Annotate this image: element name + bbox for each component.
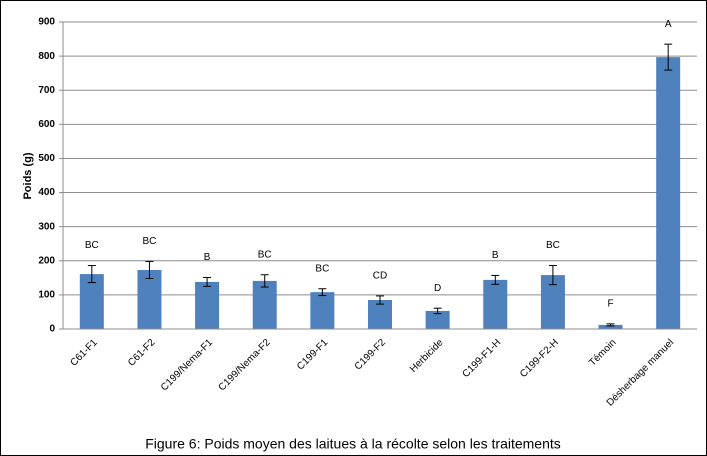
significance-letter: A <box>665 19 672 30</box>
bar <box>195 281 220 329</box>
y-tick-label: 700 <box>38 85 55 96</box>
significance-letter: D <box>434 283 441 294</box>
significance-letter: B <box>204 252 211 263</box>
significance-letter: BC <box>258 249 272 260</box>
y-tick-label: 100 <box>38 290 55 301</box>
bar <box>598 324 623 329</box>
error-bar <box>376 295 384 305</box>
error-bar <box>318 288 327 297</box>
bar <box>656 57 681 329</box>
y-tick-label: 0 <box>49 324 55 335</box>
bar <box>79 274 104 329</box>
bar <box>310 292 335 329</box>
y-tick-label: 900 <box>38 17 55 28</box>
bar <box>483 279 508 329</box>
y-tick-label: 200 <box>38 255 55 266</box>
y-axis-label: Poids (g) <box>22 152 34 199</box>
y-tick-label: 600 <box>38 119 55 130</box>
error-bar <box>203 276 212 287</box>
error-bar <box>606 323 615 327</box>
bar <box>425 310 450 329</box>
significance-letter: BC <box>85 240 99 251</box>
y-tick-label: 300 <box>38 221 55 232</box>
error-bar <box>433 307 442 315</box>
error-bar <box>491 274 500 285</box>
bar <box>368 300 392 329</box>
significance-letter: B <box>492 250 499 261</box>
significance-letter: F <box>607 299 613 310</box>
significance-letter: BC <box>546 240 560 251</box>
error-bar <box>260 274 269 288</box>
error-bar <box>87 265 96 284</box>
error-bar <box>145 260 154 280</box>
bar <box>137 269 162 329</box>
significance-letter: CD <box>373 271 387 282</box>
y-tick-label: 400 <box>38 187 55 198</box>
bar <box>252 280 277 329</box>
y-tick-label: 800 <box>38 51 55 62</box>
caption: Figure 6: Poids moyen des laitues à la r… <box>145 436 561 452</box>
y-tick-label: 500 <box>38 153 55 164</box>
significance-letter: BC <box>143 236 157 247</box>
significance-letter: BC <box>315 263 329 274</box>
error-bar <box>548 265 557 286</box>
error-bar <box>664 43 673 71</box>
